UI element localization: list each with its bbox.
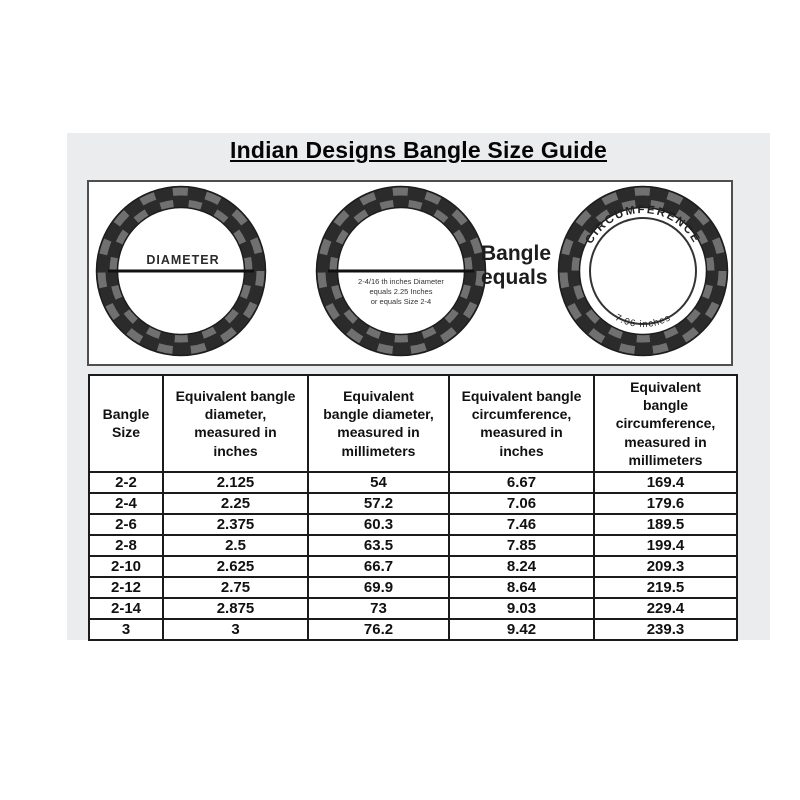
table-cell: 2.5 [162, 533, 309, 557]
table-cell: 7.46 [448, 512, 595, 536]
table-cell: 76.2 [307, 617, 450, 641]
table-cell: 60.3 [307, 512, 450, 536]
table-row: 2-2 2.125 54 6.67 169.4 [88, 470, 738, 494]
table-cell: 209.3 [593, 554, 738, 578]
table-row: 2-4 2.25 57.2 7.06 179.6 [88, 491, 738, 515]
bangle-band [558, 186, 728, 356]
size-guide-panel: Indian Designs Bangle Size Guide DIAMETE… [67, 133, 770, 641]
table-cell: 2.125 [162, 470, 309, 494]
table-cell: 63.5 [307, 533, 450, 557]
table-cell: 2.375 [162, 512, 309, 536]
table-cell: 2-8 [88, 533, 164, 557]
table-cell: 7.06 [448, 491, 595, 515]
bangle-pattern-outer [317, 187, 485, 355]
bangle-inner-edge [578, 206, 708, 336]
table-cell: 2-12 [88, 575, 164, 599]
bangle-outer-edge [315, 185, 487, 357]
bangle-equals-line1: Bangle [481, 242, 552, 265]
table-cell: 229.4 [593, 596, 738, 620]
bangle-equals-line2: equals [481, 265, 548, 289]
column-header-circumference-mm: Equivalent bangle circumference, measure… [593, 374, 738, 473]
table-cell: 9.03 [448, 596, 595, 620]
circumference-inner-circle [589, 217, 697, 325]
table-cell: 3 [162, 617, 309, 641]
bangle-pattern-outer [97, 187, 265, 355]
bangle-pattern-outer [559, 187, 727, 355]
column-header-circumference-inches: Equivalent bangle circumference, measure… [448, 374, 595, 473]
example-note-line3: or equals Size 2-4 [371, 297, 431, 306]
column-header-size: Bangle Size [88, 374, 164, 473]
table-cell: 8.24 [448, 554, 595, 578]
table-cell: 2-6 [88, 512, 164, 536]
table-row: 2-14 2.875 73 9.03 229.4 [88, 596, 738, 620]
table-cell: 8.64 [448, 575, 595, 599]
table-row: 2-6 2.375 60.3 7.46 189.5 [88, 512, 738, 536]
table-cell: 2-10 [88, 554, 164, 578]
table-cell: 2-4 [88, 491, 164, 515]
table-cell: 239.3 [593, 617, 738, 641]
bangle-example-icon: 2-4/16 th inches Diameter equals 2.25 In… [315, 185, 487, 357]
bangle-band [96, 186, 266, 356]
table-row: 2-10 2.625 66.7 8.24 209.3 [88, 554, 738, 578]
column-header-diameter-mm: Equivalent bangle diameter, measured in … [307, 374, 450, 473]
bangle-diameter-icon: DIAMETER [95, 185, 267, 357]
table-cell: 2.625 [162, 554, 309, 578]
bangle-pattern-inner [571, 199, 715, 343]
table-cell: 179.6 [593, 491, 738, 515]
table-row: 2-12 2.75 69.9 8.64 219.5 [88, 575, 738, 599]
table-row: 2-8 2.5 63.5 7.85 199.4 [88, 533, 738, 557]
table-cell: 69.9 [307, 575, 450, 599]
bangle-size-table: Bangle Size Equivalent bangle diameter, … [88, 374, 738, 641]
bangle-circumference-icon: CIRCUMFERENCE 7.06 inches [557, 185, 729, 357]
table-cell: 2.875 [162, 596, 309, 620]
diameter-label: DIAMETER [146, 253, 219, 267]
column-header-diameter-inches: Equivalent bangle diameter, measured in … [162, 374, 309, 473]
page-title: Indian Designs Bangle Size Guide [229, 137, 608, 163]
bangle-diagram: DIAMETER 2-4/16 th inches Diameter equal… [87, 180, 733, 366]
table-cell: 199.4 [593, 533, 738, 557]
example-note-line2: equals 2.25 Inches [370, 287, 433, 296]
table-cell: 57.2 [307, 491, 450, 515]
table-cell: 219.5 [593, 575, 738, 599]
table-cell: 3 [88, 617, 164, 641]
table-cell: 2.75 [162, 575, 309, 599]
table-row: 3 3 76.2 9.42 239.3 [88, 617, 738, 641]
bangle-outer-edge [95, 185, 267, 357]
table-cell: 189.5 [593, 512, 738, 536]
table-cell: 66.7 [307, 554, 450, 578]
table-cell: 169.4 [593, 470, 738, 494]
table-cell: 2.25 [162, 491, 309, 515]
table-cell: 7.85 [448, 533, 595, 557]
bangle-equals-label: Bangle equals [481, 242, 551, 289]
table-cell: 73 [307, 596, 450, 620]
table-header-row: Bangle Size Equivalent bangle diameter, … [88, 374, 738, 473]
table-cell: 54 [307, 470, 450, 494]
table-cell: 2-14 [88, 596, 164, 620]
bangle-band [316, 186, 486, 356]
bangle-outer-edge [557, 185, 729, 357]
table-cell: 6.67 [448, 470, 595, 494]
example-note-line1: 2-4/16 th inches Diameter [358, 277, 444, 286]
table-cell: 9.42 [448, 617, 595, 641]
table-cell: 2-2 [88, 470, 164, 494]
